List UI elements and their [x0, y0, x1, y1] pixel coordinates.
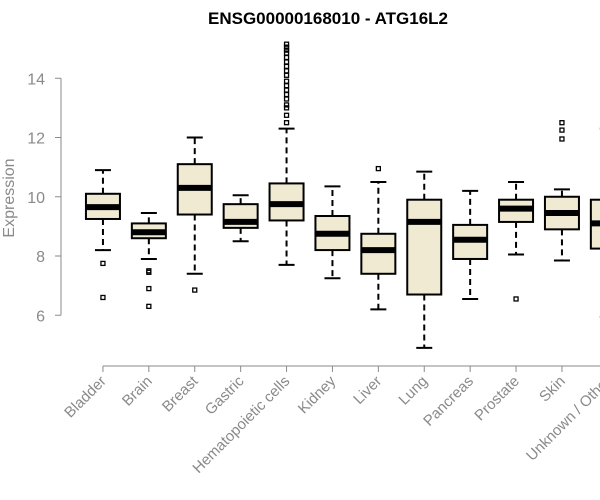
- outlier-point: [146, 269, 152, 275]
- x-tick-label: Kidney: [295, 372, 340, 417]
- box-group: [222, 194, 259, 243]
- box-group: [268, 41, 305, 266]
- outlier-point: [283, 47, 290, 53]
- box-group: [130, 212, 167, 310]
- chart-title: ENSG00000168010 - ATG16L2: [208, 9, 448, 28]
- outlier-point: [283, 59, 290, 65]
- outlier-point: [192, 287, 198, 293]
- outlier-point: [375, 165, 382, 172]
- y-tick-label: 12: [27, 131, 45, 148]
- outlier-point: [559, 120, 565, 126]
- outlier-point: [100, 294, 106, 301]
- y-tick-label: 10: [27, 190, 45, 207]
- outlier-point: [513, 296, 519, 302]
- box-group: [406, 170, 443, 349]
- outlier-point: [559, 127, 565, 133]
- outlier-point: [283, 78, 290, 84]
- outlier-point: [283, 54, 290, 61]
- outlier-point: [283, 68, 290, 74]
- outlier-point: [283, 41, 290, 47]
- x-tick-label: Gastric: [202, 372, 248, 418]
- y-tick-label: 14: [27, 71, 45, 88]
- x-tick-label: Pancreas: [420, 373, 477, 430]
- x-tick-label: Brain: [119, 373, 156, 410]
- outlier-point: [283, 102, 290, 108]
- outlier-point: [146, 303, 152, 310]
- outlier-point: [283, 96, 290, 102]
- y-axis-label: Expression: [1, 158, 18, 237]
- outlier-point: [283, 83, 290, 89]
- x-tick-label: Lung: [395, 373, 431, 409]
- x-tick-label: Prostate: [471, 373, 523, 425]
- outlier-point: [283, 72, 290, 78]
- outlier-point: [146, 285, 152, 292]
- outlier-point: [283, 44, 290, 50]
- box-group: [314, 185, 351, 280]
- x-tick-label: Skin: [536, 373, 569, 406]
- box-group: [360, 165, 397, 311]
- box-group: [543, 120, 580, 262]
- box-series: [84, 41, 600, 349]
- box-group: [176, 136, 213, 293]
- y-tick-label: 8: [36, 249, 45, 266]
- box-iqr: [360, 232, 397, 275]
- box-group: [84, 169, 121, 301]
- box-group: [452, 189, 489, 300]
- outlier-point: [283, 50, 290, 56]
- x-tick-label: Bladder: [61, 373, 110, 422]
- outlier-point: [283, 120, 290, 126]
- outlier-point: [100, 260, 106, 267]
- outlier-point: [283, 63, 290, 70]
- outlier-point: [559, 136, 565, 142]
- outlier-point: [283, 105, 290, 111]
- outlier-point: [283, 91, 290, 98]
- box-group: [498, 180, 535, 302]
- y-axis: 6 8 10 12 14: [27, 71, 62, 325]
- box-iqr: [406, 198, 443, 296]
- x-tick-label: Liver: [350, 373, 385, 408]
- y-tick-label: 6: [36, 308, 45, 325]
- outlier-point: [283, 112, 290, 118]
- box-group: [589, 127, 600, 318]
- outlier-point: [283, 87, 290, 93]
- x-tick-label: Breast: [159, 372, 202, 415]
